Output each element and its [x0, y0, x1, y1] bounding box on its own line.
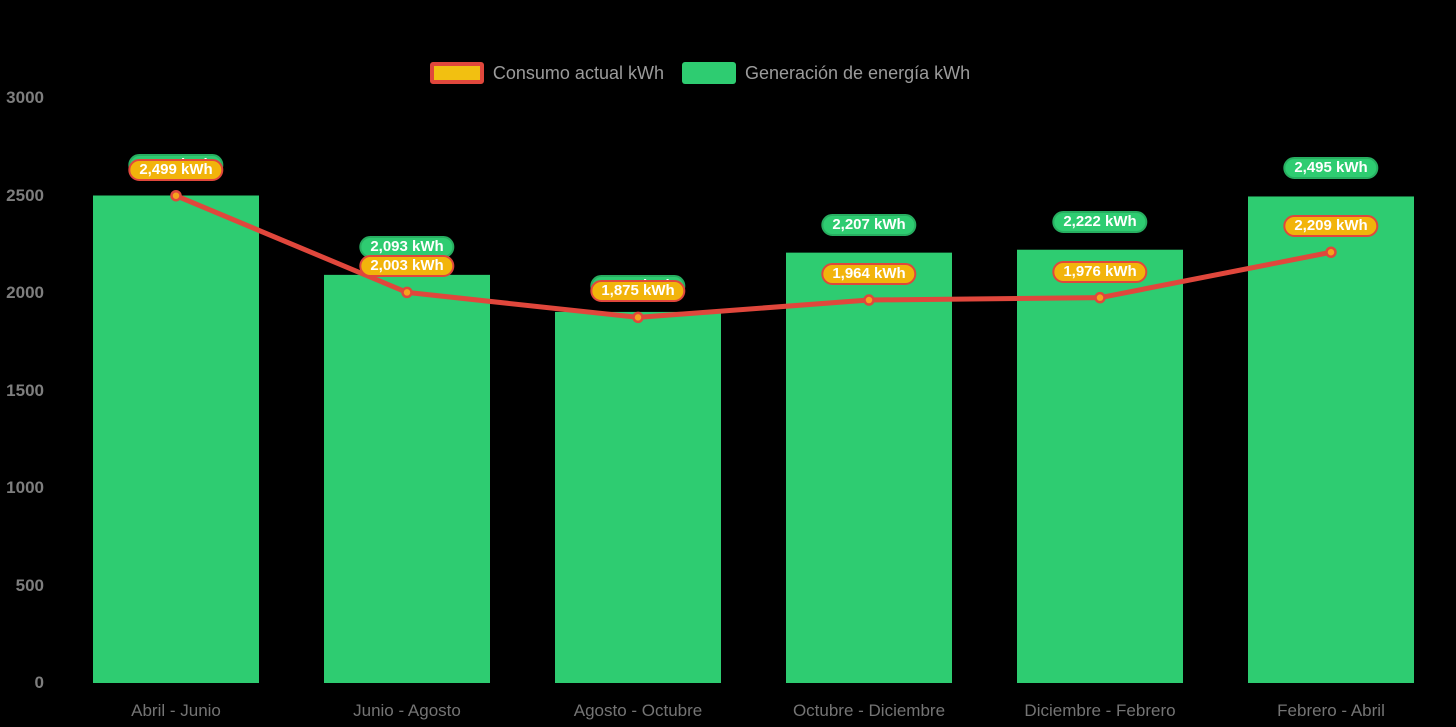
- legend-label-generation: Generación de energía kWh: [744, 62, 971, 83]
- consumption-point-4[interactable]: [1094, 291, 1106, 304]
- legend-item-generation[interactable]: Generación de energía kWh: [681, 62, 971, 84]
- generation-bar-3[interactable]: [786, 252, 952, 683]
- generation-bar-1[interactable]: [324, 274, 490, 683]
- generation-value-badge-3: 2,207 kWh: [821, 213, 917, 236]
- consumption-point-5[interactable]: [1325, 246, 1337, 258]
- generation-bar-2[interactable]: [555, 311, 721, 683]
- y-tick-1500: 1500: [6, 380, 44, 400]
- generation-value-badge-5: 2,495 kWh: [1283, 157, 1379, 180]
- y-tick-2500: 2500: [6, 185, 44, 205]
- consumption-point-1[interactable]: [401, 286, 413, 299]
- generation-bar-4[interactable]: [1017, 249, 1183, 683]
- consumption-value-badge-0: 2,499 kWh: [128, 158, 224, 181]
- x-label-0: Abril - Junio: [131, 701, 221, 720]
- consumption-value-badge-2: 1,875 kWh: [590, 280, 686, 303]
- x-label-2: Agosto - Octubre: [573, 701, 703, 720]
- consumption-legend-swatch-icon: [429, 62, 484, 84]
- consumption-point-2[interactable]: [632, 311, 644, 324]
- x-label-4: Diciembre - Febrero: [1024, 701, 1176, 720]
- consumption-value-badge-5: 2,209 kWh: [1283, 215, 1379, 238]
- legend-item-consumption[interactable]: Consumo actual kWh: [429, 62, 664, 84]
- legend-label-consumption: Consumo actual kWh: [492, 62, 664, 83]
- y-tick-1000: 1000: [6, 478, 44, 497]
- generation-legend-swatch-icon: [681, 62, 736, 84]
- generation-value-badge-4: 2,222 kWh: [1052, 210, 1148, 233]
- y-tick-2000: 2000: [6, 283, 44, 302]
- consumption-point-0[interactable]: [170, 189, 182, 202]
- x-label-3: Octubre - Diciembre: [792, 701, 946, 720]
- y-tick-3000: 3000: [6, 88, 44, 107]
- generation-bar-0[interactable]: [93, 195, 259, 684]
- chart-legend: Consumo actual kWh Generación de energía…: [0, 62, 1400, 84]
- generation-bar-5[interactable]: [1248, 196, 1414, 683]
- y-axis: 0 500 1000 1500 2000 2500 3000: [0, 0, 44, 727]
- x-label-5: Febrero - Abril: [1277, 701, 1385, 720]
- y-tick-500: 500: [15, 575, 44, 595]
- consumption-value-badge-3: 1,964 kWh: [821, 263, 917, 286]
- x-label-1: Junio - Agosto: [353, 701, 461, 720]
- consumption-value-badge-1: 2,003 kWh: [359, 255, 455, 278]
- consumption-value-badge-4: 1,976 kWh: [1052, 260, 1148, 283]
- generation-value-badge-1: 2,093 kWh: [359, 235, 455, 258]
- consumption-point-3[interactable]: [863, 294, 875, 306]
- y-tick-0: 0: [34, 673, 44, 692]
